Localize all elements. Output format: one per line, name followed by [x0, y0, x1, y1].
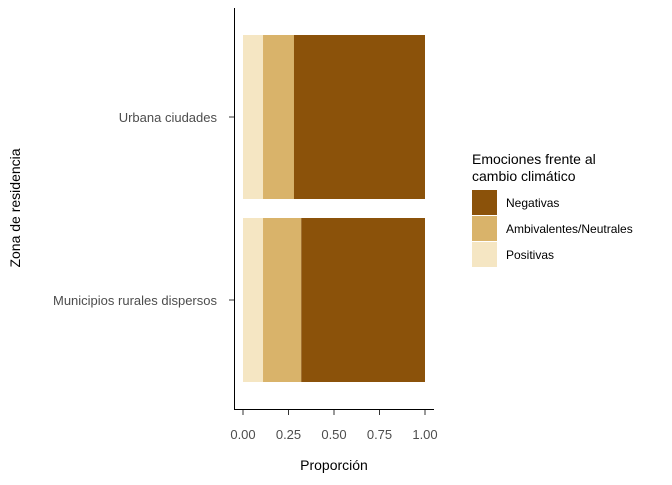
bar-urbana-ciudades-negativas: [293, 35, 425, 199]
legend-swatch-negativas: [472, 190, 497, 215]
bar-municipios-rurales-dispersos-negativas: [301, 218, 425, 382]
x-axis-title: Proporción: [300, 457, 368, 473]
legend-label-positivas: Positivas: [506, 248, 554, 262]
legend-title: cambio climático: [472, 168, 576, 184]
x-tick-label: 0.50: [321, 427, 346, 442]
x-tick-label: 0.25: [276, 427, 301, 442]
bar-municipios-rurales-dispersos-ambivalentes-neutrales: [263, 218, 302, 382]
legend-label-negativas: Negativas: [506, 196, 559, 210]
x-tick-label: 1.00: [412, 427, 437, 442]
bar-municipios-rurales-dispersos-positivas: [243, 218, 264, 382]
legend-swatch-positivas: [472, 242, 497, 267]
y-ticks-group: Urbana ciudades Municipios rurales disper…: [53, 110, 234, 308]
legend-title: Emociones frente al: [472, 151, 596, 167]
x-ticks-group: 0.00 0.25 0.50 0.75 1.00: [230, 410, 438, 442]
bar-urbana-ciudades-positivas: [243, 35, 264, 199]
x-tick-label: 0.00: [230, 427, 255, 442]
bars-group: [243, 35, 425, 382]
bar-urbana-ciudades-ambivalentes-neutrales: [263, 35, 294, 199]
y-tick-label: Urbana ciudades: [119, 110, 218, 125]
legend-swatch-ambivalentes-neutrales: [472, 216, 497, 241]
legend-label-ambivalentes-neutrales: Ambivalentes/Neutrales: [506, 222, 633, 236]
x-tick-label: 0.75: [367, 427, 392, 442]
y-tick-label: Municipios rurales dispersos: [53, 293, 218, 308]
y-axis-title: Zona de residencia: [7, 148, 23, 267]
